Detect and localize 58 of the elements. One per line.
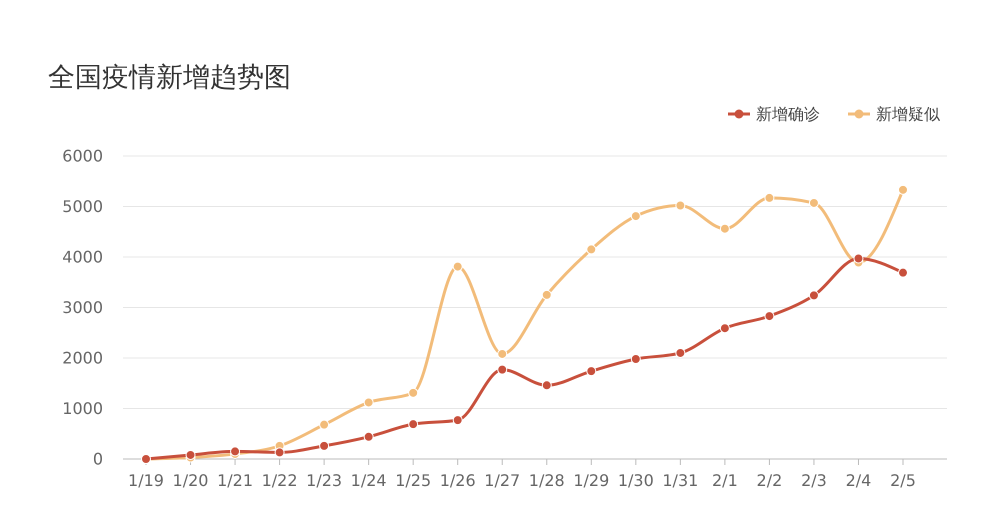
- point: [542, 380, 552, 390]
- x-tick-label: 1/21: [217, 471, 254, 490]
- x-tick-label: 2/4: [846, 471, 872, 490]
- point: [808, 290, 819, 300]
- y-tick-label: 5000: [62, 197, 103, 216]
- point: [408, 388, 418, 398]
- legend-label: 新增确诊: [756, 104, 820, 124]
- point: [364, 432, 374, 442]
- x-tick-label: 1/20: [172, 471, 208, 490]
- point: [497, 364, 508, 375]
- y-tick-label: 1000: [62, 399, 103, 418]
- x-tick-label: 1/31: [662, 471, 698, 490]
- point: [319, 420, 330, 430]
- point: [319, 440, 330, 451]
- x-tick-label: 2/2: [756, 471, 782, 490]
- x-tick-label: 2/3: [801, 471, 827, 490]
- chart-title: 全国疫情新增趋势图: [48, 62, 291, 93]
- point: [230, 446, 240, 456]
- point: [408, 419, 418, 430]
- point: [542, 290, 552, 300]
- x-tick-label: 1/30: [618, 471, 654, 490]
- point: [720, 224, 730, 234]
- point: [898, 184, 908, 195]
- legend-label: 新增疑似: [876, 104, 940, 124]
- point: [630, 211, 641, 222]
- x-tick-label: 1/26: [440, 471, 476, 490]
- point: [808, 198, 819, 208]
- point: [898, 268, 908, 278]
- point: [764, 192, 774, 203]
- point: [764, 311, 774, 322]
- x-tick-label: 1/23: [306, 471, 342, 490]
- y-tick-label: 4000: [62, 248, 103, 267]
- point: [675, 348, 686, 358]
- point: [452, 415, 463, 426]
- point: [853, 254, 864, 264]
- x-tick-label: 2/5: [890, 471, 916, 490]
- point: [364, 397, 374, 408]
- x-tick-label: 1/22: [262, 471, 298, 490]
- point: [186, 450, 196, 460]
- point: [586, 366, 596, 376]
- point: [675, 200, 686, 210]
- y-tick-label: 0: [92, 450, 103, 469]
- x-tick-label: 1/27: [484, 471, 520, 490]
- point: [497, 348, 508, 359]
- x-tick-label: 1/19: [128, 471, 164, 490]
- x-tick-label: 1/29: [573, 471, 610, 490]
- point: [720, 323, 730, 334]
- x-tick-label: 2/1: [712, 471, 738, 490]
- y-tick-label: 2000: [62, 348, 103, 368]
- x-tick-label: 1/24: [350, 471, 387, 490]
- x-tick-label: 1/25: [395, 471, 432, 490]
- y-tick-label: 3000: [62, 298, 103, 318]
- point: [630, 354, 641, 364]
- y-tick-label: 6000: [62, 146, 103, 166]
- point: [586, 244, 596, 254]
- x-tick-label: 1/28: [528, 471, 565, 490]
- point: [274, 447, 285, 458]
- point: [452, 262, 463, 272]
